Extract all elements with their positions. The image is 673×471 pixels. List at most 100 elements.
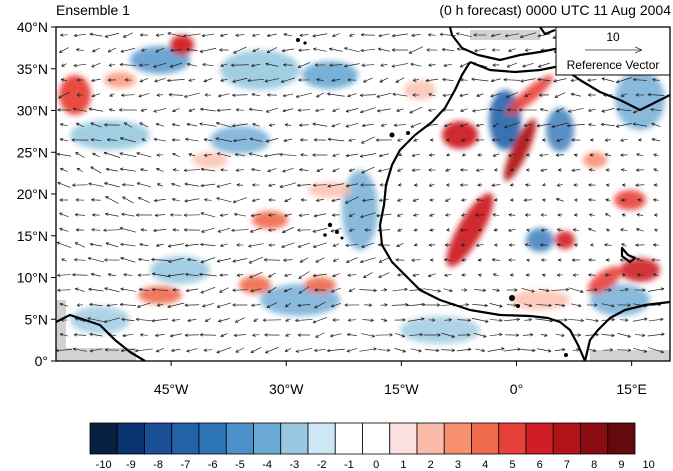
wind-vector xyxy=(616,107,632,112)
wind-vector xyxy=(313,138,326,142)
wind-vector xyxy=(587,93,596,97)
wind-vector xyxy=(345,153,359,158)
wind-vector xyxy=(506,288,518,292)
wind-vector xyxy=(89,302,103,307)
wind-vector xyxy=(508,153,516,157)
wind-vector xyxy=(462,153,466,157)
wind-vector xyxy=(266,33,277,38)
wind-vector xyxy=(73,63,87,68)
wind-vector xyxy=(605,213,611,217)
wind-vector xyxy=(279,182,297,189)
wind-vector xyxy=(588,198,596,202)
colorbar-swatch xyxy=(307,422,336,455)
wind-vector xyxy=(410,348,422,353)
wind-vector xyxy=(297,242,311,248)
wind-vector xyxy=(284,198,292,202)
wind-vector xyxy=(331,78,341,82)
wind-vector xyxy=(234,317,245,323)
wind-vector xyxy=(423,333,441,337)
wind-vector xyxy=(332,213,340,217)
wind-vector xyxy=(219,287,229,293)
wind-vector xyxy=(379,153,389,158)
wind-vector xyxy=(199,47,217,53)
wind-vector xyxy=(72,183,88,187)
wind-vector xyxy=(586,303,598,307)
wind-vector xyxy=(156,167,164,172)
wind-vector xyxy=(650,107,662,112)
wind-vector xyxy=(282,167,294,173)
wind-vector xyxy=(620,153,628,157)
wind-vector xyxy=(312,227,328,233)
wind-vector xyxy=(588,258,596,262)
wind-vector xyxy=(167,32,185,38)
wind-vector xyxy=(108,63,116,67)
wind-vector xyxy=(525,273,531,277)
wind-vector xyxy=(360,48,376,53)
wind-vector xyxy=(59,198,69,202)
wind-vector xyxy=(188,108,196,112)
colorbar-swatch xyxy=(525,422,554,455)
wind-vector xyxy=(59,302,69,307)
wind-vector xyxy=(601,303,615,308)
wind-vector xyxy=(524,93,532,97)
wind-vector xyxy=(297,108,311,112)
wind-vector xyxy=(476,123,484,127)
wind-vector xyxy=(636,228,644,232)
wind-vector xyxy=(332,168,340,172)
wind-vector xyxy=(654,213,658,217)
wind-vector xyxy=(201,33,215,38)
wind-vector xyxy=(568,287,584,294)
wind-vector xyxy=(396,243,404,248)
panel-title: Ensemble 1 xyxy=(56,2,130,18)
wind-vector xyxy=(414,243,418,247)
wind-vector xyxy=(556,273,563,277)
wind-vector xyxy=(136,182,152,188)
wind-vector xyxy=(216,347,232,354)
wind-vector xyxy=(232,197,248,204)
wind-vector xyxy=(139,122,149,128)
wind-vector xyxy=(281,48,295,53)
wind-vector xyxy=(314,301,326,309)
wind-vector xyxy=(266,47,278,53)
wind-vector xyxy=(574,243,578,247)
map-plot-area: 10 Reference Vector xyxy=(55,26,671,362)
wind-vector xyxy=(327,183,345,188)
latitude-label: 5°N xyxy=(25,311,49,327)
wind-vector xyxy=(184,92,200,98)
wind-vector xyxy=(264,333,280,337)
wind-vector xyxy=(105,212,119,217)
wind-vector xyxy=(606,183,610,187)
wind-vector xyxy=(109,108,115,112)
wind-vector xyxy=(155,347,164,353)
wind-vector xyxy=(92,213,100,217)
wind-vector xyxy=(397,273,403,277)
wind-vector xyxy=(619,318,629,322)
colorbar-label: -3 xyxy=(289,459,299,471)
wind-vector xyxy=(91,198,101,202)
wind-vector xyxy=(141,48,147,52)
wind-vector xyxy=(428,183,435,187)
wind-vector xyxy=(327,348,345,353)
forecast-time-label: (0 h forecast) 0000 UTC 11 Aug 2004 xyxy=(439,2,671,18)
wind-vector xyxy=(186,122,198,127)
wind-vector xyxy=(73,33,86,38)
wind-vector xyxy=(281,242,295,248)
wind-vector xyxy=(392,92,408,97)
wind-vector xyxy=(153,228,167,233)
wind-vector xyxy=(60,78,68,82)
wind-vector xyxy=(460,108,468,112)
wind-vector xyxy=(220,333,228,337)
wind-vector xyxy=(248,256,264,264)
wind-vector xyxy=(492,153,500,157)
wind-vector xyxy=(151,288,168,292)
wind-vector xyxy=(216,152,232,158)
wind-vector xyxy=(57,273,71,277)
wind-vector xyxy=(249,137,263,142)
wind-vector xyxy=(378,168,390,173)
wind-vector xyxy=(476,93,484,97)
wind-vector xyxy=(347,318,356,322)
wind-vector xyxy=(202,62,214,67)
wind-vector xyxy=(120,256,136,263)
wind-vector xyxy=(490,33,501,38)
wind-vector xyxy=(461,273,467,277)
